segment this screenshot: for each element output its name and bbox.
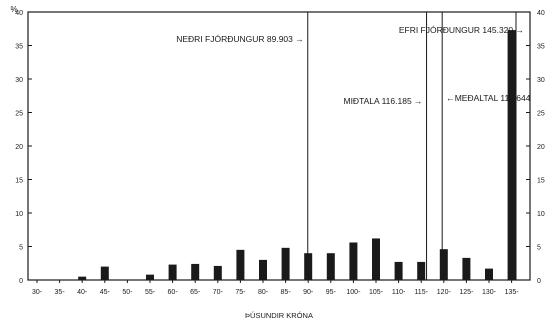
annotations: NEÐRI FJÓRÐUNGUR 89.903 → MIÐTALA 116.185… [176,12,531,280]
x-tick-label: 105- [369,289,384,296]
x-tick-label: 130- [482,289,497,296]
bar [372,238,380,280]
bar [417,261,426,280]
x-tick-label: 95- [326,289,337,296]
bar [168,264,177,280]
x-tick-label: 125- [459,289,474,296]
bar [326,253,335,280]
x-tick-label: 35- [55,289,66,296]
x-tick-label: 75- [235,289,246,296]
x-tick-label: 135- [505,289,520,296]
x-tick-label: 100- [346,289,361,296]
y-tick-label-right: 25 [537,111,545,118]
bar [78,276,87,280]
x-tick-label: 55- [145,289,156,296]
y-tick-label-left: 25 [15,111,23,118]
bar [100,266,109,280]
x-tick-label: 115- [414,289,428,296]
x-tick-label: 40- [77,289,88,296]
y-tick-label-right: 40 [537,10,545,17]
bar [349,242,358,280]
bar [439,249,448,280]
y-tick-label-left: 10 [15,211,23,218]
x-tick-label: 85- [281,289,292,296]
y-tick-label-right: 30 [537,77,545,84]
bars [78,30,516,281]
x-tick-label: 30- [32,289,43,296]
y-tick-label-right: 15 [537,178,545,185]
x-tick-label: 45- [100,289,111,296]
x-tick-label: 70- [213,289,224,296]
y-axis-left: 0 5 10 15 20 25 30 35 40 [15,10,32,285]
y-tick-label-left: 0 [19,278,23,285]
plot-frame [27,11,531,281]
x-tick-label: 65- [190,289,201,296]
annotation-label: ←MEÐALTAL 119.644 [446,93,531,103]
bar [485,268,493,280]
x-tick-label: 120- [437,289,452,296]
y-tick-label-right: 35 [537,44,545,51]
x-tick-label: 80- [258,289,269,296]
annotation-label: MIÐTALA 116.185 → [343,96,422,106]
x-axis-label: ÞÚSUNDIR KRÓNA [245,311,313,320]
bar [507,30,516,281]
y-tick-label-right: 10 [537,211,545,218]
bar [281,247,290,280]
x-axis: 30- 35- 40- 45- 50- 55- 60- 65- 70- 75- 80- 85- 90- 9… [32,280,519,296]
y-tick-label-left: 30 [15,77,23,84]
y-tick-label-left: 35 [15,44,23,51]
bar [236,249,245,280]
bar [191,263,200,280]
y-tick-label-left: 15 [15,178,23,185]
y-tick-label-right: 5 [537,245,541,252]
x-tick-label: 90- [303,289,314,296]
y-axis-right: 0 5 10 15 20 25 30 35 40 [526,10,545,285]
bar [213,265,222,280]
y-tick-label-right: 0 [537,278,541,285]
x-tick-label: 50- [122,289,133,296]
bar [259,259,267,280]
annotation-label: NEÐRI FJÓRÐUNGUR 89.903 → [176,34,304,44]
y-tick-label-left: 5 [19,245,23,252]
y-tick-label-right: 20 [537,144,545,151]
annotation-label: EFRI FJÓRÐUNGUR 145.320 → [399,25,524,35]
y-unit-label: % [10,5,17,14]
bar [394,261,403,280]
x-tick-label: 110- [392,289,406,296]
x-tick-label: 60- [168,289,179,296]
bar [462,257,471,280]
y-tick-label-left: 40 [15,10,23,17]
bar [146,274,154,280]
y-tick-label-left: 20 [15,144,23,151]
